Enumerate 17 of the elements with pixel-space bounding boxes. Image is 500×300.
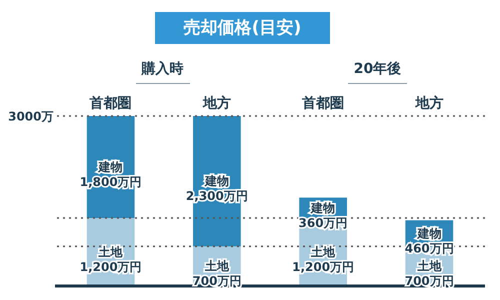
text: 20年後 [348,60,408,84]
series-label: 土地 [310,245,336,259]
text: 土地 [98,245,123,259]
text: 土地 [204,259,229,274]
text: 建物 [204,174,229,188]
y-tick-label: 3000万 [8,110,54,124]
x-tick-label: 首都圏 [301,96,344,112]
text: 購入時 [136,60,190,84]
x-tick-label: 地方 [202,94,231,112]
data-label: 360万円 [298,216,348,230]
text: 建物 [98,160,123,174]
text: 土地 [417,259,442,274]
text: 建物 [417,226,442,240]
series-label: 建物 [310,200,336,215]
x-tick-label: 地方 [414,94,444,112]
x-tick-label: 首都圏 [88,96,132,112]
chart-title: 売却価格(目安) [155,12,330,44]
